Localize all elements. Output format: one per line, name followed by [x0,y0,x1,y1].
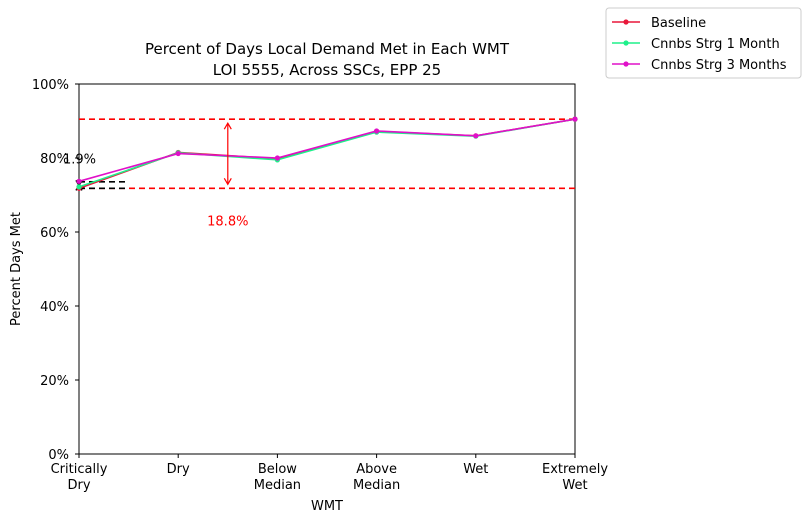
y-tick-label: 100% [32,78,69,93]
x-tick-label: Wet [463,462,488,477]
data-point [175,150,181,157]
series-line [78,118,576,183]
range-arrow-head [223,178,232,186]
legend-box [605,7,802,79]
range-arrow-head [223,121,232,130]
x-axis: Critically Dry Dry Below Median Above Median We… [51,454,608,493]
plot-area [78,83,576,455]
x-tick-label: Extremely Wet [542,462,608,493]
y-axis: 0% 20% 40% 60% 80% 100% [32,78,79,463]
legend-marker [623,19,629,25]
x-axis-label: WMT [311,499,343,514]
legend: Baseline Cnnbs Strg 1 Month Cnnbs Strg 3 M… [605,7,802,79]
series-lines [76,116,578,191]
y-tick-label: 80% [40,152,69,167]
data-point [76,184,82,190]
y-tick-label: 0% [48,448,69,463]
legend-marker [623,40,629,46]
x-tick-label: Dry [167,462,190,477]
diff-label: 1.9% [63,152,96,167]
legend-item: Cnnbs Strg 1 Month [612,37,780,52]
x-tick-label: Below Median [254,462,301,493]
range-lines [79,118,575,190]
y-tick-label: 60% [40,226,69,241]
range-label: 18.8% [207,214,248,229]
y-tick-label: 40% [40,300,69,315]
legend-label: Cnnbs Strg 1 Month [651,37,780,52]
data-point [473,133,479,139]
data-point [374,128,380,134]
legend-label: Cnnbs Strg 3 Months [651,58,787,73]
data-point [76,178,82,184]
range-arrow: 18.8% [207,121,248,229]
data-point [572,116,578,122]
series-line [78,118,576,190]
y-axis-label: Percent Days Met [9,212,24,326]
legend-marker [623,61,629,67]
legend-item: Baseline [612,16,706,31]
chart-title: Percent of Days Local Demand Met in Each… [145,40,510,58]
x-tick-label: Above Median [353,462,400,493]
y-tick-label: 20% [40,374,69,389]
legend-label: Baseline [651,16,706,31]
x-tick-label: Critically Dry [51,462,108,493]
legend-item: Cnnbs Strg 3 Months [612,58,787,73]
series-line [78,118,576,188]
chart-subtitle: LOI 5555, Across SSCs, EPP 25 [213,61,441,79]
data-point [274,155,280,161]
